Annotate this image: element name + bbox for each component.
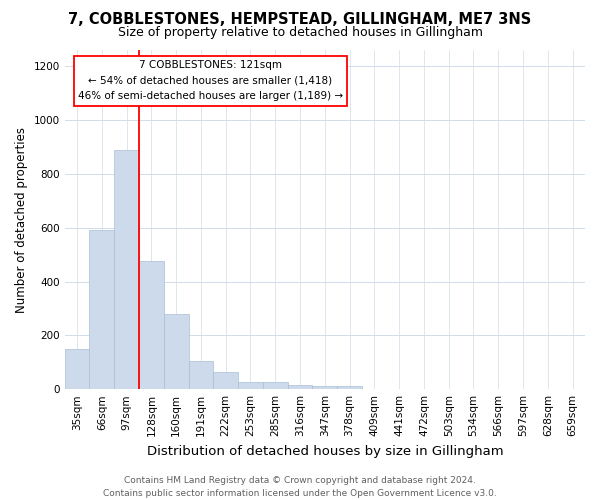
Bar [337,386,362,389]
Bar [114,150,139,389]
Bar [263,382,287,389]
Bar [89,230,114,389]
Text: 7 COBBLESTONES: 121sqm
← 54% of detached houses are smaller (1,418)
46% of semi-: 7 COBBLESTONES: 121sqm ← 54% of detached… [78,60,343,102]
Y-axis label: Number of detached properties: Number of detached properties [15,126,28,312]
Bar [164,314,188,389]
Text: Contains HM Land Registry data © Crown copyright and database right 2024.
Contai: Contains HM Land Registry data © Crown c… [103,476,497,498]
Bar [139,262,164,389]
Bar [214,372,238,389]
Bar [238,382,263,389]
Text: Size of property relative to detached houses in Gillingham: Size of property relative to detached ho… [118,26,482,39]
X-axis label: Distribution of detached houses by size in Gillingham: Distribution of detached houses by size … [146,444,503,458]
Bar [313,386,337,389]
Bar [287,385,313,389]
Text: 7, COBBLESTONES, HEMPSTEAD, GILLINGHAM, ME7 3NS: 7, COBBLESTONES, HEMPSTEAD, GILLINGHAM, … [68,12,532,28]
Bar [188,361,214,389]
Bar [65,349,89,389]
